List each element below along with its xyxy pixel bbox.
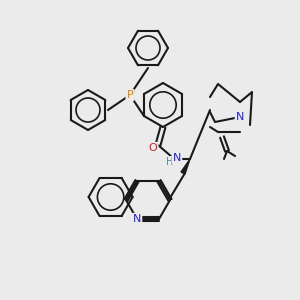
Text: H: H: [166, 157, 174, 167]
Text: O: O: [148, 143, 158, 153]
Polygon shape: [181, 159, 190, 174]
Text: P: P: [127, 90, 134, 100]
Text: N: N: [236, 112, 244, 122]
Text: N: N: [173, 153, 181, 163]
Text: N: N: [133, 214, 141, 224]
